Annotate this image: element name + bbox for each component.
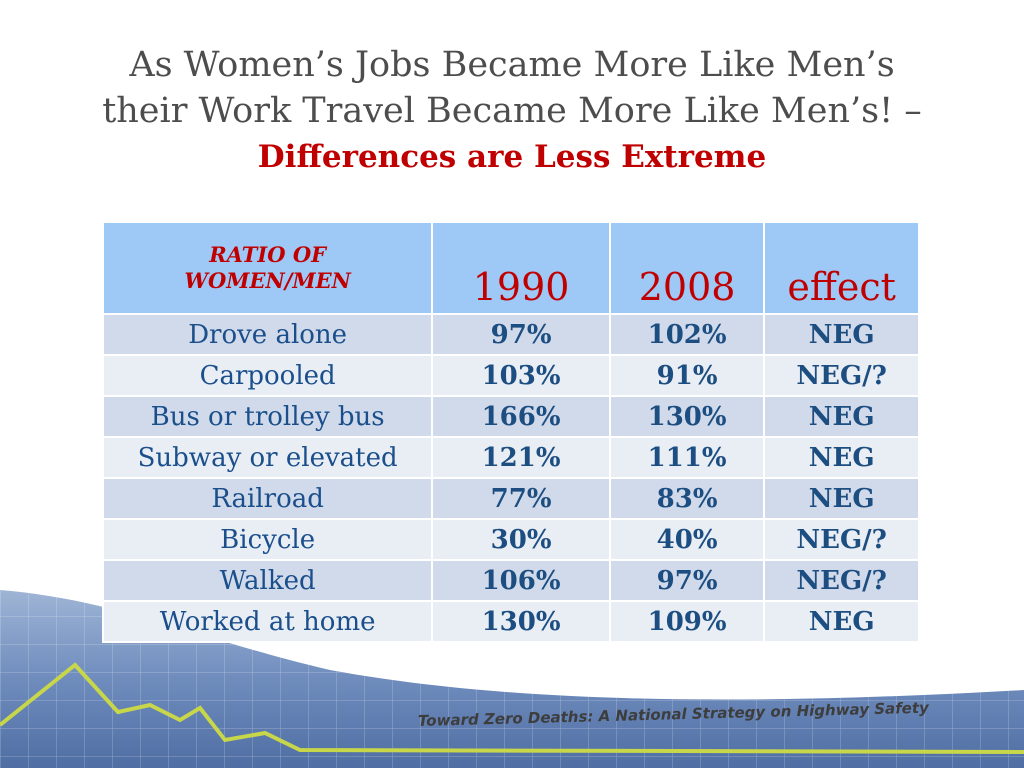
header-ratio-label: RATIO OF WOMEN/MEN — [101, 221, 434, 315]
mode-cell: Subway or elevated — [101, 436, 434, 479]
table-row: Drove alone 97% 102% NEG — [101, 313, 920, 356]
title-line-1: As Women’s Jobs Became More Like Men’s — [129, 45, 895, 85]
header-label-line-2: WOMEN/MEN — [184, 268, 351, 293]
value-2008-cell: 102% — [608, 313, 766, 356]
effect-cell: NEG — [763, 395, 920, 438]
effect-cell: NEG — [763, 313, 920, 356]
value-2008-cell: 83% — [608, 477, 766, 520]
mode-cell: Bus or trolley bus — [101, 395, 434, 438]
title-subtitle: Differences are Less Extreme — [257, 139, 767, 175]
value-1990-cell: 130% — [431, 600, 611, 643]
table-row: Walked 106% 97% NEG/? — [101, 559, 920, 602]
value-2008-cell: 111% — [608, 436, 766, 479]
value-2008-cell: 130% — [608, 395, 766, 438]
effect-cell: NEG — [763, 600, 920, 643]
header-1990: 1990 — [431, 221, 611, 315]
value-1990-cell: 166% — [431, 395, 611, 438]
value-1990-cell: 97% — [431, 313, 611, 356]
value-2008-cell: 91% — [608, 354, 766, 397]
mode-cell: Walked — [101, 559, 434, 602]
table-row: Subway or elevated 121% 111% NEG — [101, 436, 920, 479]
mode-cell: Worked at home — [101, 600, 434, 643]
header-2008: 2008 — [608, 221, 766, 315]
effect-cell: NEG/? — [763, 354, 920, 397]
mode-cell: Bicycle — [101, 518, 434, 561]
value-1990-cell: 106% — [431, 559, 611, 602]
table-row: Worked at home 130% 109% NEG — [101, 600, 920, 643]
effect-cell: NEG — [763, 436, 920, 479]
value-2008-cell: 109% — [608, 600, 766, 643]
header-effect: effect — [763, 221, 920, 315]
value-2008-cell: 40% — [608, 518, 766, 561]
table-header-row: RATIO OF WOMEN/MEN 1990 2008 effect — [101, 221, 920, 315]
value-2008-cell: 97% — [608, 559, 766, 602]
effect-cell: NEG — [763, 477, 920, 520]
header-label-line-1: RATIO OF — [209, 242, 327, 267]
mode-cell: Railroad — [101, 477, 434, 520]
value-1990-cell: 30% — [431, 518, 611, 561]
value-1990-cell: 103% — [431, 354, 611, 397]
title-line-2: their Work Travel Became More Like Men’s… — [102, 91, 922, 131]
table-row: Bicycle 30% 40% NEG/? — [101, 518, 920, 561]
slide-title: As Women’s Jobs Became More Like Men’s t… — [0, 42, 1024, 180]
mode-cell: Carpooled — [101, 354, 434, 397]
table-row: Railroad 77% 83% NEG — [101, 477, 920, 520]
ratio-table: RATIO OF WOMEN/MEN 1990 2008 effect Drov… — [101, 221, 920, 643]
mode-cell: Drove alone — [101, 313, 434, 356]
value-1990-cell: 121% — [431, 436, 611, 479]
table-row: Carpooled 103% 91% NEG/? — [101, 354, 920, 397]
value-1990-cell: 77% — [431, 477, 611, 520]
effect-cell: NEG/? — [763, 559, 920, 602]
table-row: Bus or trolley bus 166% 130% NEG — [101, 395, 920, 438]
effect-cell: NEG/? — [763, 518, 920, 561]
